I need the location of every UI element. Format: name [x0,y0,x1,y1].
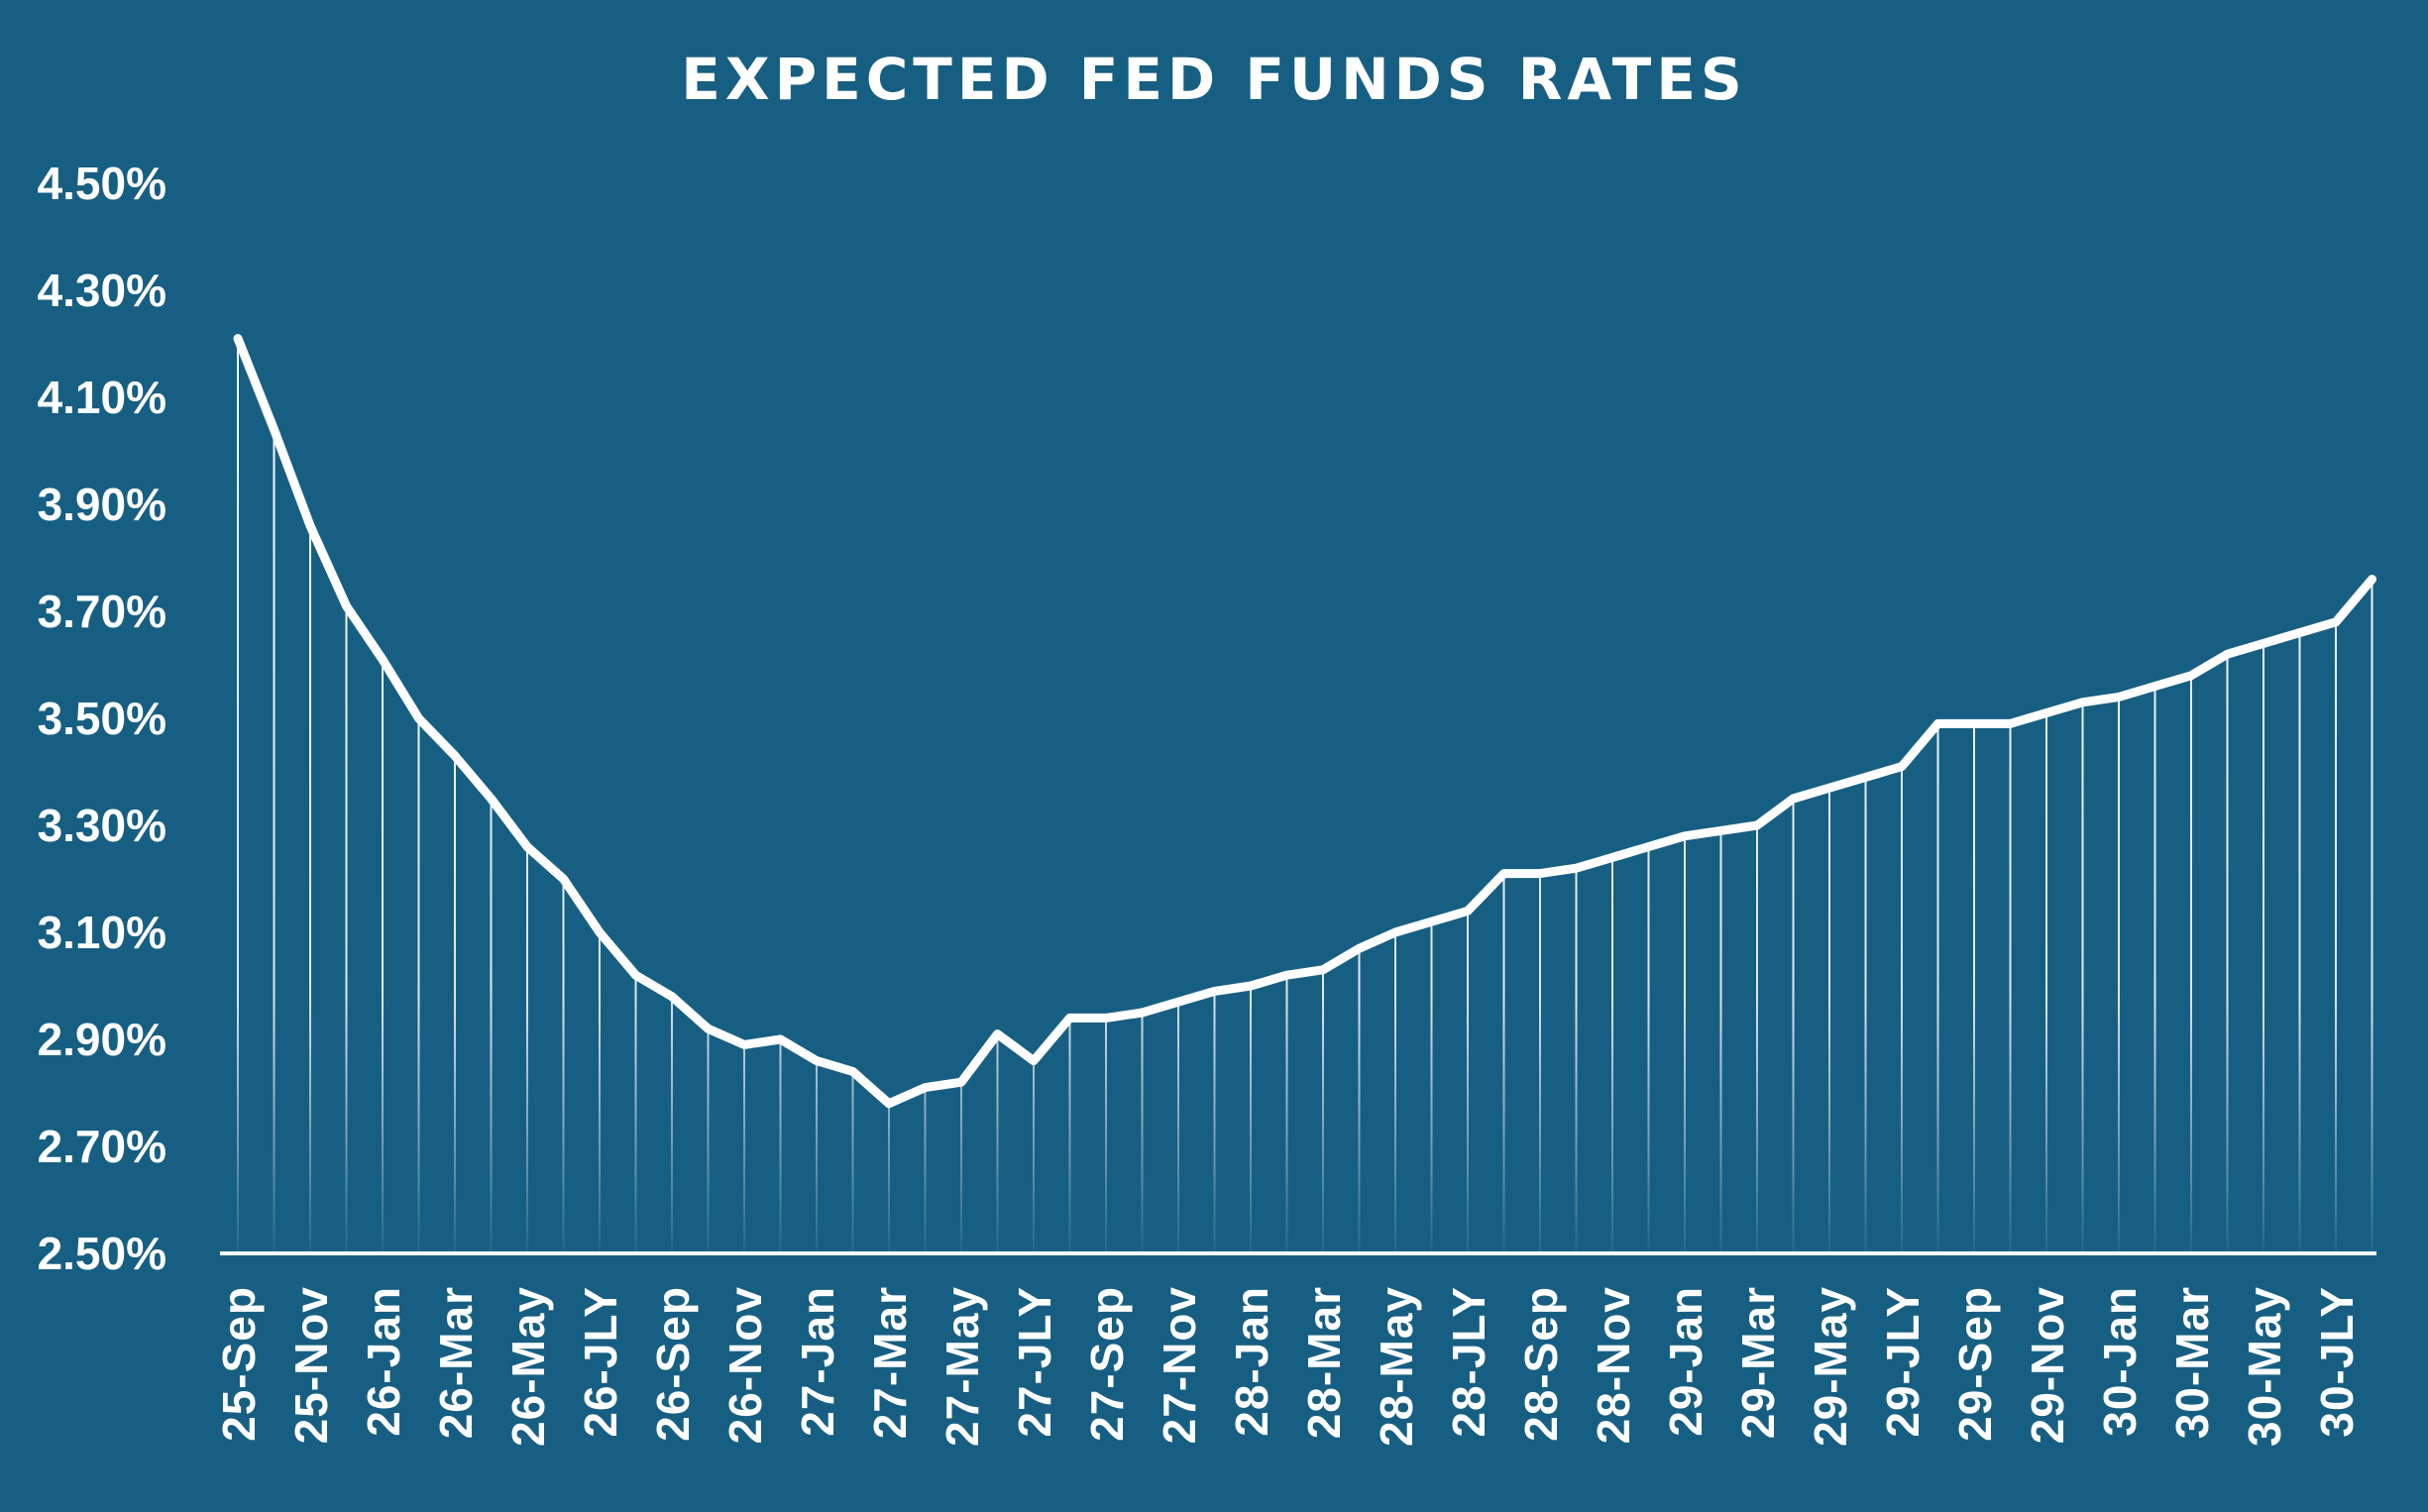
x-tick-label: 28-Jan [1226,1286,1277,1437]
x-tick-label: 28-Sep [1515,1286,1567,1442]
y-tick-label: 4.10% [38,372,166,423]
x-tick-label: 27-Nov [1154,1286,1205,1444]
y-tick-label: 3.70% [38,586,166,637]
x-tick-label: 29-May [1805,1286,1856,1447]
x-tick-label: 29-Mar [1732,1286,1784,1439]
x-tick-label: 25-Nov [285,1286,337,1444]
x-tick-label: 29-JLY [1877,1286,1929,1438]
y-tick-label: 4.30% [38,265,166,316]
y-axis: 2.50% 2.70% 2.90% 3.10% 3.30% 3.50% 3.70% 3.90%… [38,158,166,1279]
x-tick-label: 26-May [502,1286,554,1447]
x-tick-label: 28-Nov [1588,1286,1639,1444]
x-tick-label: 27-Mar [864,1286,916,1439]
x-tick-label: 26-Jan [358,1286,409,1437]
x-tick-label: 29-Nov [2022,1286,2073,1444]
x-tick-label: 28-Mar [1298,1286,1350,1439]
x-tick-label: 27-JLY [1009,1286,1060,1438]
x-tick-label: 28-May [1371,1286,1422,1447]
x-axis: 25-Sep 25-Nov 26-Jan 26-Mar 26-May 26-JLY 26-S… [213,1286,2363,1447]
x-tick-label: 27-Jan [792,1286,843,1437]
y-tick-label: 4.50% [38,158,166,209]
x-tick-label: 25-Sep [213,1286,265,1442]
x-tick-label: 30-Mar [2166,1286,2218,1439]
y-tick-label: 3.30% [38,800,166,851]
x-tick-label: 26-Nov [719,1286,771,1444]
y-tick-label: 3.90% [38,479,166,530]
x-tick-label: 30-Jan [2094,1286,2146,1437]
x-tick-label: 27-Sep [1081,1286,1133,1442]
y-tick-label: 3.10% [38,907,166,958]
y-tick-label: 2.70% [38,1121,166,1172]
chart-title: EXPECTED FED FUNDS RATES [681,46,1747,113]
x-tick-label: 30-May [2239,1286,2290,1447]
x-tick-label: 29-Sep [1949,1286,2001,1442]
x-tick-label: 27-May [937,1286,988,1447]
drop-lines [237,338,2373,1253]
y-tick-label: 2.50% [38,1228,166,1279]
y-tick-label: 3.50% [38,693,166,744]
series-line [233,334,2376,1109]
x-tick-label: 30-JLY [2311,1286,2363,1438]
x-tick-label: 26-Sep [647,1286,699,1442]
y-tick-label: 2.90% [38,1014,166,1065]
x-tick-label: 26-JLY [575,1286,626,1438]
x-tick-label: 29-Jan [1660,1286,1711,1437]
x-tick-label: 28-JLY [1443,1286,1494,1438]
x-tick-label: 26-Mar [430,1286,482,1439]
